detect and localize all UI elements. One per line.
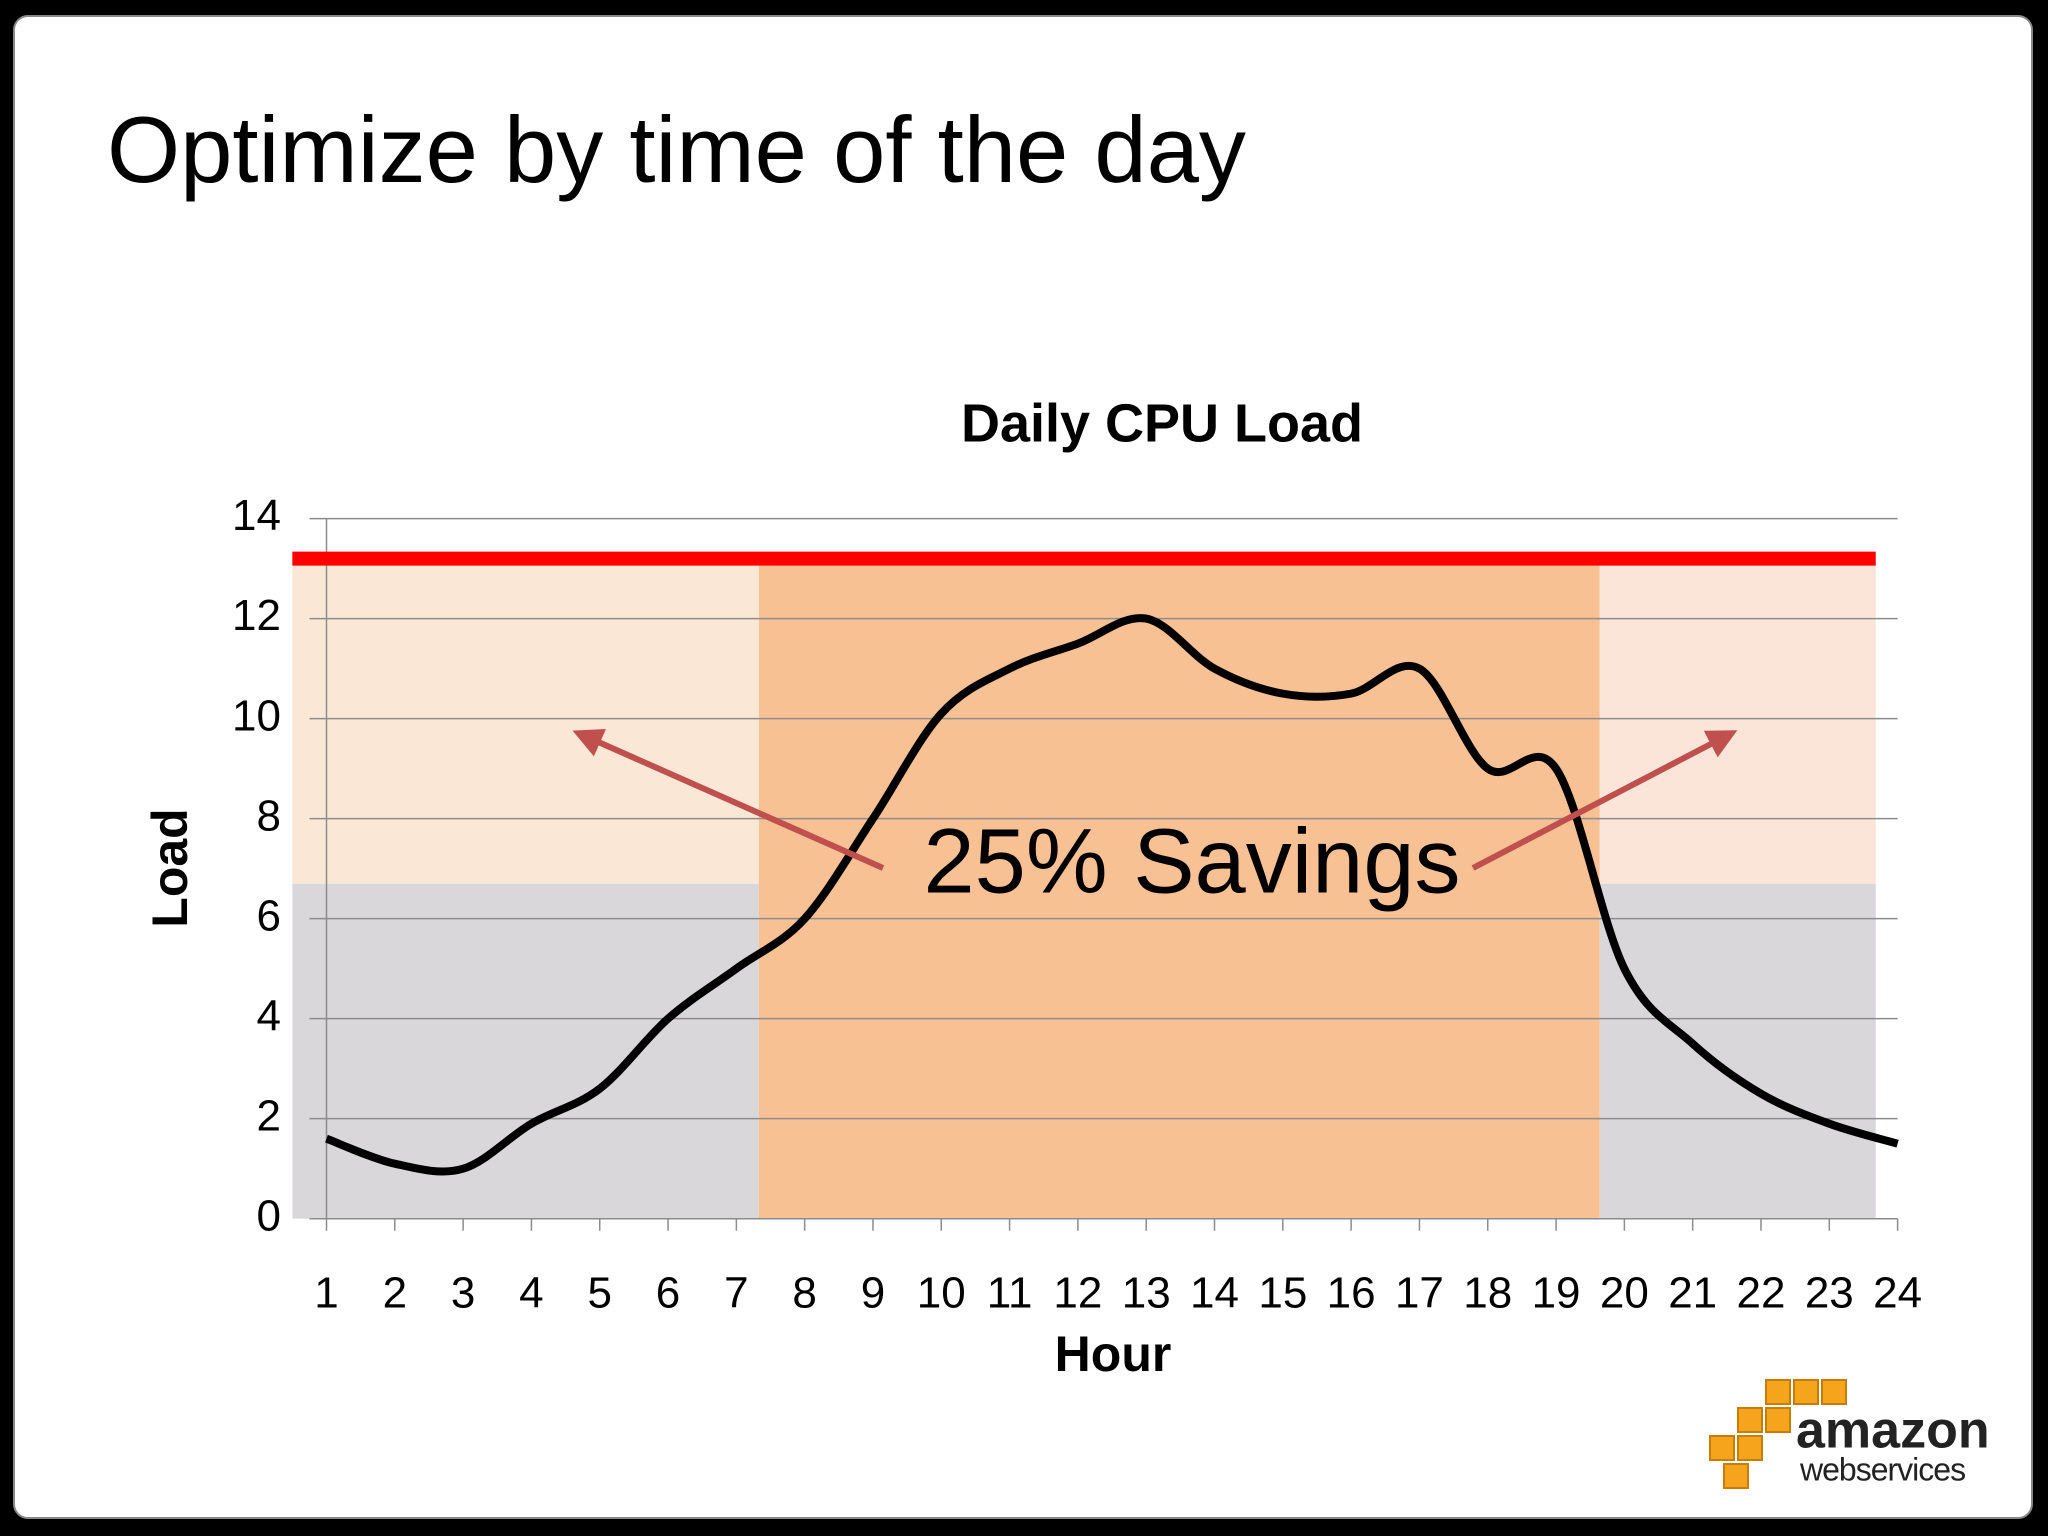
y-tick-label: 8 bbox=[257, 791, 281, 840]
x-tick-label: 7 bbox=[724, 1269, 748, 1318]
x-tick-label: 23 bbox=[1805, 1269, 1854, 1318]
y-tick-label: 6 bbox=[257, 891, 281, 940]
x-tick-label: 6 bbox=[656, 1269, 680, 1318]
shaded-region bbox=[758, 563, 1600, 1219]
x-tick-label: 10 bbox=[917, 1269, 966, 1318]
y-tick-label: 10 bbox=[232, 691, 281, 740]
slide-title: Optimize by time of the day bbox=[107, 97, 1246, 202]
x-tick-label: 19 bbox=[1532, 1269, 1581, 1318]
x-tick-label: 8 bbox=[792, 1269, 816, 1318]
x-tick-label: 17 bbox=[1395, 1269, 1444, 1318]
shaded-region bbox=[292, 883, 759, 1219]
x-tick-label: 4 bbox=[519, 1269, 543, 1318]
logo-name: amazon bbox=[1796, 1402, 1990, 1460]
x-tick-label: 24 bbox=[1873, 1269, 1922, 1318]
x-axis-label: Hour bbox=[1055, 1326, 1172, 1382]
y-tick-label: 12 bbox=[232, 591, 281, 640]
x-tick-label: 9 bbox=[861, 1269, 885, 1318]
data-line bbox=[325, 614, 1899, 1176]
x-tick-label: 21 bbox=[1668, 1269, 1717, 1318]
x-tick-label: 1 bbox=[314, 1269, 338, 1318]
x-tick-label: 16 bbox=[1327, 1269, 1376, 1318]
y-tick-label: 14 bbox=[232, 491, 281, 540]
x-tick-label: 12 bbox=[1053, 1269, 1102, 1318]
x-tick-label: 5 bbox=[587, 1269, 611, 1318]
logo-tagline: webservices bbox=[1799, 1451, 1965, 1487]
shaded-region bbox=[1599, 883, 1876, 1219]
y-tick-label: 2 bbox=[257, 1091, 281, 1140]
arrow bbox=[1471, 730, 1738, 871]
shaded-region bbox=[292, 563, 759, 884]
x-tick-label: 2 bbox=[383, 1269, 407, 1318]
x-tick-label: 11 bbox=[987, 1269, 1033, 1318]
y-tick-label: 4 bbox=[257, 991, 281, 1040]
y-axis-label: Load bbox=[142, 808, 198, 927]
x-tick-label: 3 bbox=[451, 1269, 475, 1318]
arrow bbox=[572, 728, 885, 871]
annotation: 25% Savings bbox=[924, 810, 1461, 912]
x-tick-label: 20 bbox=[1600, 1269, 1649, 1318]
logo-icon bbox=[1709, 1379, 1847, 1489]
x-tick-label: 15 bbox=[1258, 1269, 1307, 1318]
x-tick-label: 14 bbox=[1190, 1269, 1239, 1318]
y-tick-label: 0 bbox=[257, 1191, 281, 1240]
chart-title: Daily CPU Load bbox=[961, 393, 1363, 453]
x-tick-label: 22 bbox=[1737, 1269, 1786, 1318]
x-tick-label: 13 bbox=[1122, 1269, 1171, 1318]
x-tick-label: 18 bbox=[1463, 1269, 1512, 1318]
shaded-region bbox=[1599, 563, 1876, 884]
